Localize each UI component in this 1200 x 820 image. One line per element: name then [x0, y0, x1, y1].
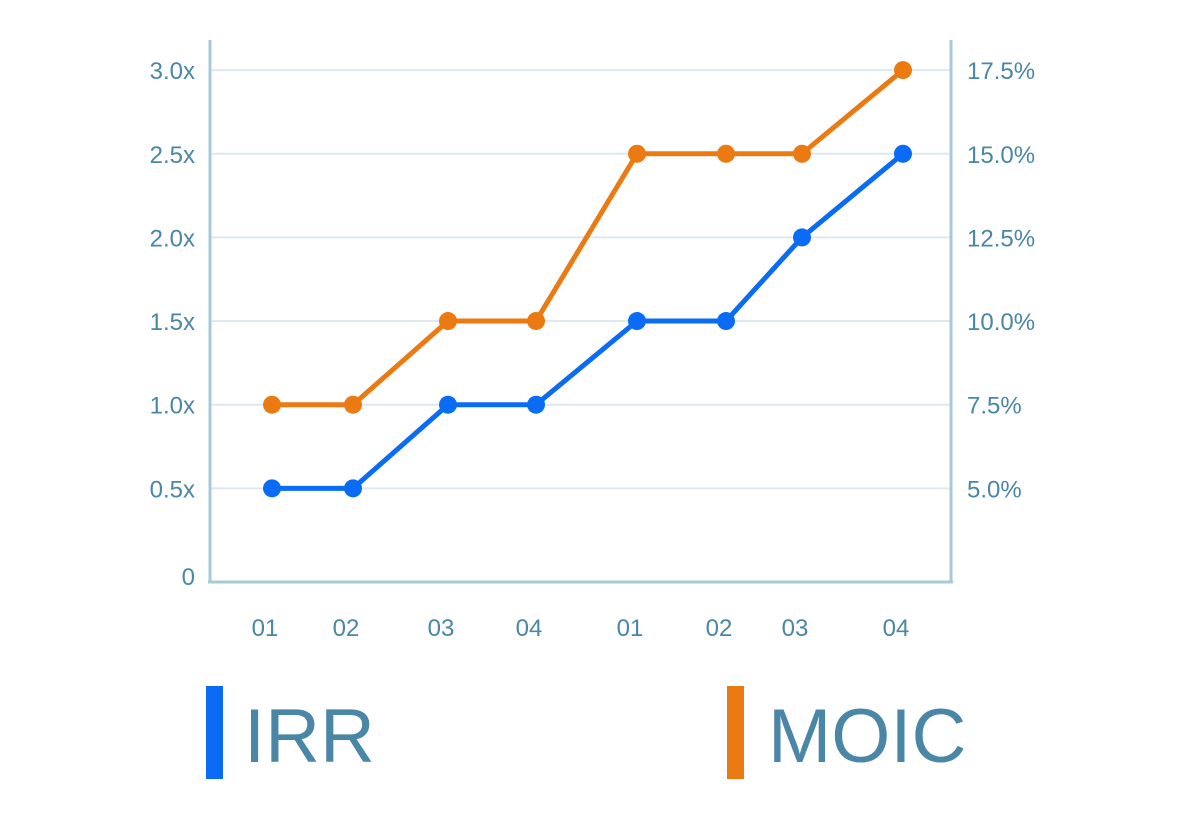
legend-label-moic: MOIC: [768, 694, 966, 779]
axes: [208, 40, 953, 584]
series-point-moic-3: [527, 312, 545, 331]
x-tick-label-3: 04: [516, 615, 543, 642]
right-tick-label-2: 10.0%: [967, 309, 1035, 336]
series-point-irr-2: [439, 395, 457, 414]
series-point-moic-7: [894, 61, 912, 80]
series-point-irr-5: [717, 312, 735, 331]
series-line-irr: [272, 151, 905, 491]
left-tick-label-3: 1.5x: [150, 309, 195, 336]
series-point-moic-1: [344, 395, 362, 414]
x-axis-ticks: 01 02 03 04 01 02 03 04: [252, 615, 910, 642]
right-tick-label-4: 15.0%: [967, 142, 1035, 169]
left-tick-label-1: 0.5x: [150, 476, 195, 503]
series-point-moic-0: [263, 395, 281, 414]
right-axis-ticks: 5.0% 7.5% 10.0% 12.5% 15.0% 17.5%: [967, 58, 1035, 503]
right-tick-label-5: 17.5%: [967, 58, 1035, 85]
right-tick-label-1: 7.5%: [967, 393, 1022, 420]
series-point-irr-1: [344, 479, 362, 498]
series-point-irr-7: [894, 144, 912, 163]
x-tick-label-6: 03: [782, 615, 809, 642]
series-point-moic-6: [793, 144, 811, 163]
left-tick-label-2: 1.0x: [150, 393, 195, 420]
series-point-irr-6: [793, 228, 811, 247]
legend-swatch-irr: [206, 686, 223, 779]
x-tick-label-1: 02: [333, 615, 360, 642]
left-tick-label-6: 3.0x: [150, 58, 195, 85]
series-point-moic-2: [439, 312, 457, 331]
x-tick-label-7: 04: [883, 615, 910, 642]
right-tick-label-3: 12.5%: [967, 225, 1035, 252]
left-tick-label-5: 2.5x: [150, 142, 195, 169]
series-point-irr-3: [527, 395, 545, 414]
series-point-moic-4: [628, 144, 646, 163]
legend-label-irr: IRR: [244, 694, 375, 779]
left-tick-label-4: 2.0x: [150, 225, 195, 252]
series-line-moic: [272, 68, 905, 408]
series-point-irr-4: [628, 312, 646, 331]
left-tick-label-0: 0: [182, 564, 195, 591]
series-group: [263, 61, 912, 498]
gridlines: [210, 69, 951, 490]
x-tick-label-4: 01: [617, 615, 644, 642]
legend-swatch-moic: [727, 686, 744, 779]
x-tick-label-5: 02: [706, 615, 733, 642]
series-point-irr-0: [263, 479, 281, 498]
x-tick-label-2: 03: [428, 615, 455, 642]
right-tick-label-0: 5.0%: [967, 476, 1022, 503]
x-tick-label-0: 01: [252, 615, 279, 642]
left-axis-ticks: 0 0.5x 1.0x 1.5x 2.0x 2.5x 3.0x: [150, 58, 195, 591]
legend: IRR MOIC: [206, 686, 966, 779]
series-point-moic-5: [717, 144, 735, 163]
